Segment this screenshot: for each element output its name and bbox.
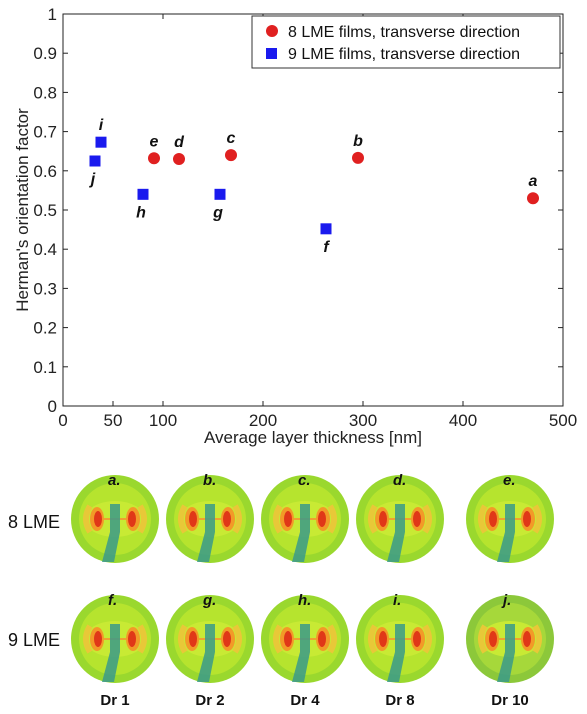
y-tick-label: 0 xyxy=(48,397,57,416)
data-point-g xyxy=(214,188,226,200)
x-tick-label: 200 xyxy=(249,411,277,430)
data-point-b xyxy=(352,151,364,164)
point-label-e: e xyxy=(150,133,159,150)
row-label-8-lme: 8 LME xyxy=(8,512,61,532)
y-tick-label: 0.7 xyxy=(33,123,57,142)
x-minor-tick-label: 50 xyxy=(104,411,123,430)
data-point-f xyxy=(320,223,332,235)
scattering-pattern-i xyxy=(355,594,445,684)
y-axis-title: Herman's orientation factor xyxy=(13,108,32,312)
legend-series-2-label: 9 LME films, transverse direction xyxy=(288,46,520,63)
data-point-h xyxy=(137,188,149,200)
x-tick-label: 300 xyxy=(349,411,377,430)
column-label-dr-8: Dr 8 xyxy=(385,692,415,709)
point-label-j: j xyxy=(89,171,96,188)
x-tick-label: 100 xyxy=(149,411,177,430)
y-tick-label: 0.3 xyxy=(33,279,57,298)
x-tick-label: 400 xyxy=(449,411,477,430)
scattering-pattern-d xyxy=(355,474,445,564)
scattering-pattern-e xyxy=(465,474,555,564)
point-label-b: b xyxy=(353,133,363,150)
x-tick-label: 0 xyxy=(58,411,67,430)
legend-marker-circle xyxy=(266,25,278,37)
scattering-pattern-a xyxy=(70,474,160,564)
column-label-dr-2: Dr 2 xyxy=(195,692,225,709)
y-tick-label: 0.1 xyxy=(33,358,57,377)
scattering-pattern-g xyxy=(165,594,255,684)
legend-marker-square xyxy=(266,48,277,59)
y-tick-label: 0.2 xyxy=(33,319,57,338)
scattering-pattern-f xyxy=(70,594,160,684)
pattern-label-e: e. xyxy=(503,472,516,489)
data-point-d xyxy=(173,153,185,166)
legend-series-1-label: 8 LME films, transverse direction xyxy=(288,24,520,41)
x-axis-title: Average layer thickness [nm] xyxy=(204,428,422,447)
point-label-g: g xyxy=(212,204,223,221)
y-tick-label: 0.8 xyxy=(33,83,57,102)
pattern-label-f: f. xyxy=(108,592,118,609)
data-point-i xyxy=(95,136,107,148)
pattern-label-j: j. xyxy=(503,592,512,609)
point-label-d: d xyxy=(174,134,185,151)
pattern-label-d: d. xyxy=(393,472,407,489)
data-point-e xyxy=(148,152,160,165)
column-label-dr-1: Dr 1 xyxy=(100,692,130,709)
legend-box xyxy=(251,15,561,69)
scattering-pattern-c xyxy=(260,474,350,564)
data-point-a xyxy=(527,192,539,205)
scattering-pattern-b xyxy=(165,474,255,564)
column-label-dr-10: Dr 10 xyxy=(491,692,529,709)
row-label-9-lme: 9 LME xyxy=(8,630,61,650)
y-tick-label: 1 xyxy=(48,5,57,24)
x-tick-label: 500 xyxy=(549,411,577,430)
plot-area xyxy=(62,13,564,407)
pattern-label-g: g. xyxy=(203,592,217,609)
point-label-h: h xyxy=(136,204,146,221)
column-label-dr-4: Dr 4 xyxy=(290,692,320,709)
pattern-label-a: a. xyxy=(108,472,121,489)
scattering-pattern-j xyxy=(465,594,555,684)
point-label-f: f xyxy=(323,239,330,256)
y-tick-label: 0.4 xyxy=(33,240,57,259)
point-label-a: a xyxy=(529,173,538,190)
y-tick-label: 0.9 xyxy=(33,44,57,63)
scattering-pattern-h xyxy=(260,594,350,684)
point-label-c: c xyxy=(227,130,236,147)
pattern-label-h: h. xyxy=(298,592,312,609)
data-point-j xyxy=(89,155,101,167)
scatter-chart: 0 0.1 0.2 0.3 0.4 0.5 0.6 0.7 0.8 0.9 1 0 100 200 300… xyxy=(13,5,577,447)
y-tick-label: 0.5 xyxy=(33,201,57,220)
y-tick-label: 0.6 xyxy=(33,162,57,181)
pattern-label-b: b. xyxy=(203,472,217,489)
point-label-i: i xyxy=(99,117,104,134)
pattern-label-i: i. xyxy=(393,592,402,609)
legend: 8 LME films, transverse direction 9 LME … xyxy=(251,15,561,69)
data-point-c xyxy=(225,149,237,162)
pattern-label-c: c. xyxy=(298,472,311,489)
